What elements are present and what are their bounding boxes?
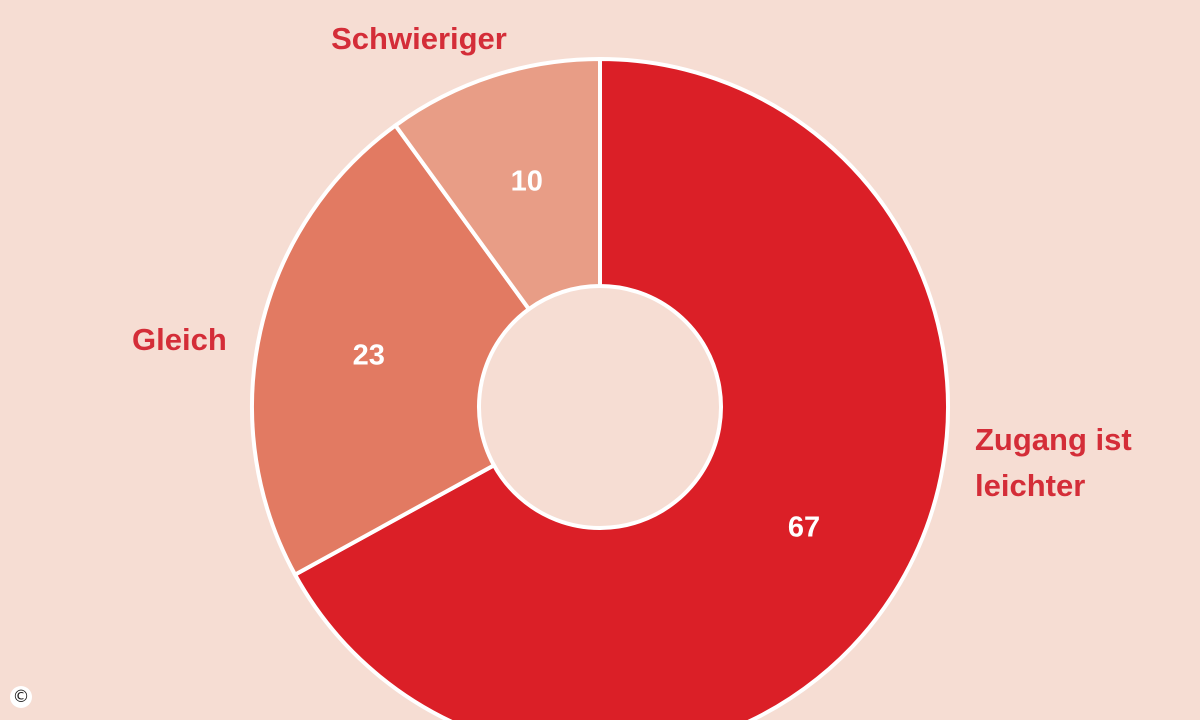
- slice-value-label-1: 23: [353, 339, 385, 371]
- category-label-1: Gleich: [132, 322, 227, 357]
- donut-slice-1: [250, 122, 532, 578]
- donut-slice-0: [292, 56, 950, 720]
- donut-slice-2: [392, 56, 602, 312]
- slice-value-label-2: 10: [511, 166, 543, 198]
- category-label-0: Zugang ist leichter: [975, 422, 1132, 503]
- copyright-icon: ©: [10, 686, 32, 708]
- slice-value-label-0: 67: [788, 512, 820, 544]
- category-label-2: Schwieriger: [331, 21, 507, 56]
